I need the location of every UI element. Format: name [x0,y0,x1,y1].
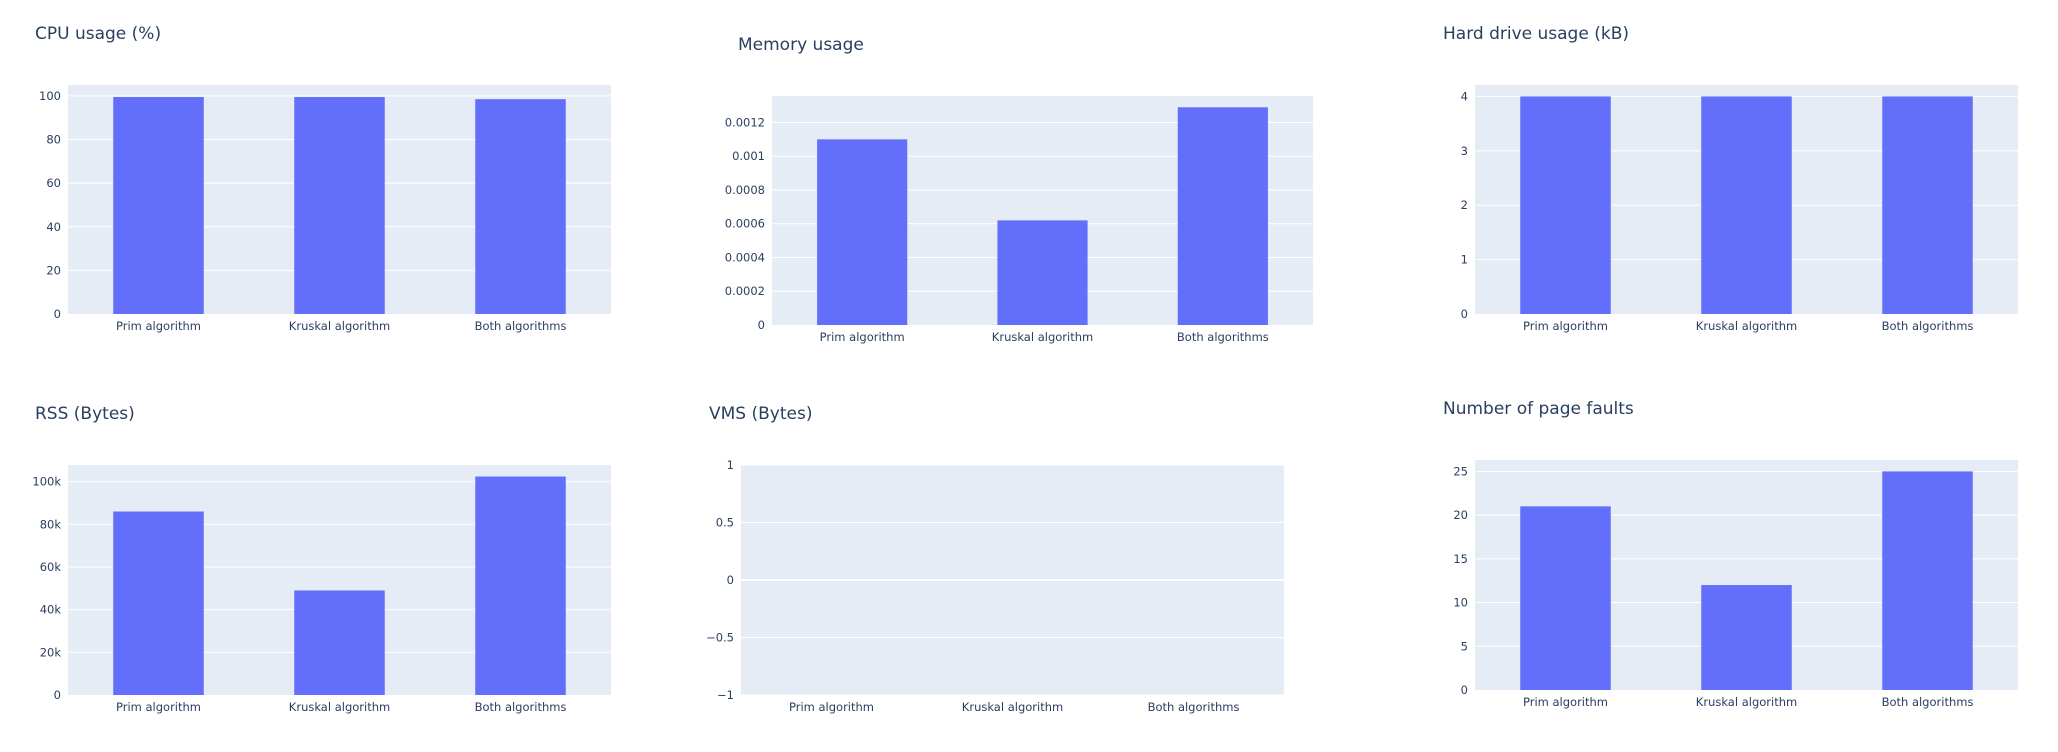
chart-6-title: Number of page faults [1443,399,1634,419]
chart-2-title: Memory usage [738,35,864,55]
chart-2-bar-3 [1177,107,1268,326]
chart-3-x-tick-label: Kruskal algorithm [1696,319,1797,333]
chart-6-y-tick-label: 0 [1461,683,1468,697]
chart-2-x-tick-label: Prim algorithm [820,330,905,344]
chart-2-bar-2 [997,220,1088,325]
chart-1-y-tick-label: 40 [46,220,61,234]
chart-1-x-tick-label: Kruskal algorithm [289,319,390,333]
chart-4-bar-1 [113,511,204,695]
chart-6-x-tick-label: Prim algorithm [1523,695,1608,709]
chart-6-bar-3 [1882,471,1973,690]
chart-4-y-tick-label: 80k [40,517,62,531]
chart-4-title: RSS (Bytes) [35,404,135,424]
chart-4-y-tick-label: 20k [40,645,62,659]
chart-2-y-tick-label: 0.0004 [725,250,765,264]
chart-3-bar-2 [1701,96,1792,314]
chart-4-y-tick-label: 0 [54,688,61,702]
chart-3-y-tick-label: 0 [1461,307,1468,321]
chart-6-y-tick-label: 10 [1453,596,1468,610]
chart-3-y-tick-label: 2 [1461,198,1468,212]
chart-2-x-tick-label: Kruskal algorithm [992,330,1093,344]
chart-4-y-tick-label: 40k [40,603,62,617]
chart-2-y-tick-label: 0.0012 [725,115,765,129]
chart-5-x-tick-label: Both algorithms [1148,700,1240,714]
chart-1-bar-1 [113,96,204,314]
chart-1-y-tick-label: 60 [46,176,61,190]
chart-1-y-tick-label: 20 [46,263,61,277]
chart-6-y-tick-label: 5 [1461,639,1468,653]
chart-2-y-tick-label: 0.0006 [725,217,765,231]
chart-1-x-tick-label: Prim algorithm [116,319,201,333]
chart-1-title: CPU usage (%) [35,24,161,44]
chart-1-y-tick-label: 80 [46,133,61,147]
chart-3-y-tick-label: 3 [1461,144,1468,158]
chart-1-bar-3 [475,99,566,314]
chart-3-title: Hard drive usage (kB) [1443,24,1629,44]
chart-1-x-tick-label: Both algorithms [475,319,567,333]
chart-2-x-tick-label: Both algorithms [1177,330,1269,344]
chart-6-y-tick-label: 15 [1453,552,1468,566]
chart-4-bar-3 [475,476,566,695]
chart-2-bar-1 [817,139,908,325]
chart-2-y-tick-label: 0.0002 [725,284,765,298]
chart-2-y-tick-label: 0.001 [732,149,765,163]
chart-4-x-tick-label: Kruskal algorithm [289,700,390,714]
chart-3-y-tick-label: 1 [1461,253,1468,267]
chart-1-y-tick-label: 0 [54,307,61,321]
chart-4-y-tick-label: 60k [40,560,62,574]
chart-1-bar-2 [294,96,385,314]
chart-2-y-tick-label: 0 [758,318,765,332]
chart-3-bar-1 [1520,96,1611,314]
chart-5-y-tick-label: −0.5 [706,631,734,645]
chart-1-y-tick-label: 100 [39,89,61,103]
chart-6-bar-2 [1701,585,1792,690]
chart-6-y-tick-label: 25 [1453,464,1468,478]
chart-6-y-tick-label: 20 [1453,508,1468,522]
chart-5-y-tick-label: 1 [727,458,734,472]
chart-2-y-tick-label: 0.0008 [725,183,765,197]
chart-3-x-tick-label: Prim algorithm [1523,319,1608,333]
chart-3-bar-3 [1882,96,1973,314]
chart-5-y-tick-label: 0 [727,573,734,587]
chart-4-y-tick-label: 100k [32,475,61,489]
chart-6-bar-1 [1520,506,1611,690]
chart-5-x-tick-label: Kruskal algorithm [962,700,1063,714]
chart-3-x-tick-label: Both algorithms [1882,319,1974,333]
chart-5-x-tick-label: Prim algorithm [789,700,874,714]
chart-5-y-tick-label: −1 [717,688,734,702]
chart-4-x-tick-label: Both algorithms [475,700,567,714]
chart-6-x-tick-label: Kruskal algorithm [1696,695,1797,709]
chart-6-x-tick-label: Both algorithms [1882,695,1974,709]
chart-3-y-tick-label: 4 [1461,89,1468,103]
chart-4-bar-2 [294,590,385,695]
chart-5-title: VMS (Bytes) [709,404,812,424]
chart-5-y-tick-label: 0.5 [716,516,734,530]
chart-4-x-tick-label: Prim algorithm [116,700,201,714]
